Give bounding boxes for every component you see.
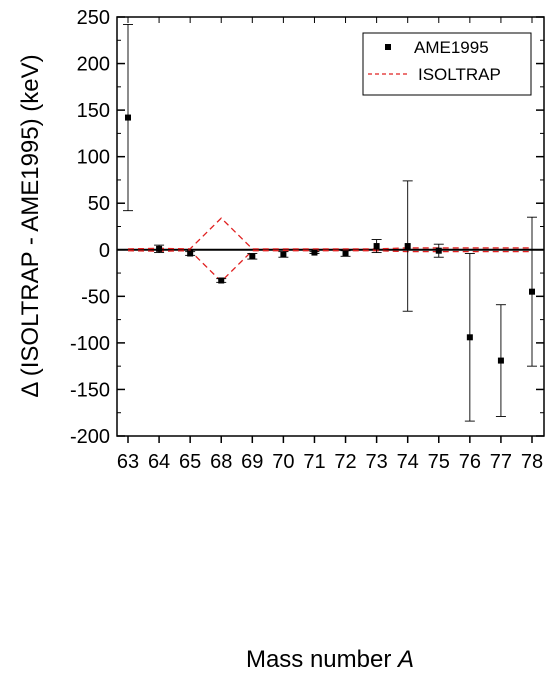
x-axis: 63 64 65 68 69 70 71 72 73 74 75 76 77 78: [117, 17, 543, 473]
x-tick-label: 68: [210, 451, 232, 473]
data-point-71: [309, 249, 320, 256]
data-point-63: [123, 23, 133, 212]
data-marker: [529, 288, 535, 295]
y-tick-label: -150: [70, 379, 110, 401]
data-marker: [311, 249, 318, 256]
x-axis-title-italic: A: [396, 646, 414, 673]
x-tick-label: 63: [117, 451, 139, 473]
y-tick-label: 200: [77, 54, 110, 76]
data-marker: [125, 114, 131, 121]
legend-label-isoltrap: ISOLTRAP: [418, 65, 501, 84]
y-tick-label: 250: [77, 7, 110, 29]
data-marker: [187, 250, 194, 257]
y-tick-label: 0: [99, 240, 110, 262]
data-marker: [404, 243, 411, 250]
y-tick-label: 150: [77, 100, 110, 122]
y-tick-label: 50: [88, 193, 110, 215]
data-point-68: [216, 277, 227, 284]
x-tick-label: 78: [521, 451, 543, 473]
x-tick-label: 77: [490, 451, 512, 473]
data-marker: [342, 250, 349, 257]
y-axis-title: Δ (ISOLTRAP - AME1995) (keV): [17, 54, 44, 397]
data-marker: [156, 245, 163, 252]
y-tick-label: -100: [70, 333, 110, 355]
x-tick-label: 76: [459, 451, 481, 473]
x-tick-label: 75: [428, 451, 450, 473]
isoltrap-envelope-lower: [127, 250, 532, 283]
data-marker: [373, 243, 380, 250]
x-tick-label: 65: [179, 451, 201, 473]
data-point-74: [402, 180, 413, 312]
isoltrap-envelope-upper: [127, 217, 532, 250]
data-marker: [466, 334, 473, 341]
x-tick-label: 74: [397, 451, 419, 473]
data-marker: [280, 251, 287, 258]
data-point-76: [464, 253, 475, 422]
data-point-77: [495, 304, 506, 417]
isoltrap-envelope: [127, 217, 532, 283]
x-axis-title-main: Mass number: [246, 646, 391, 673]
x-tick-label: 72: [334, 451, 356, 473]
x-tick-label: 69: [241, 451, 263, 473]
y-tick-label: 100: [77, 147, 110, 169]
data-point-73: [371, 239, 382, 254]
legend: AME1995 ISOLTRAP: [362, 32, 532, 96]
x-tick-label: 64: [148, 451, 170, 473]
data-point-72: [340, 250, 351, 257]
x-tick-label: 71: [303, 451, 325, 473]
x-axis-title: Mass number A: [246, 646, 414, 673]
data-marker: [497, 357, 504, 364]
y-tick-label: -50: [81, 286, 110, 308]
data-point-69: [247, 253, 258, 260]
data-point-65: [185, 250, 196, 257]
legend-label-ame1995: AME1995: [414, 38, 489, 57]
data-marker: [249, 253, 256, 260]
data-point-70: [278, 251, 289, 258]
legend-marker-ame1995: [385, 44, 391, 50]
data-point-78: [527, 216, 537, 367]
y-axis: -200 -150 -100 -50 0 50 100 150 200 250: [70, 7, 544, 448]
data-point-64: [154, 244, 165, 254]
data-marker: [435, 247, 442, 254]
x-tick-label: 70: [272, 451, 294, 473]
y-tick-label: -200: [70, 426, 110, 448]
legend-box: [362, 32, 532, 96]
ame1995-points: [123, 23, 537, 422]
data-point-75: [433, 243, 444, 258]
data-marker: [218, 277, 225, 284]
x-tick-label: 73: [365, 451, 387, 473]
